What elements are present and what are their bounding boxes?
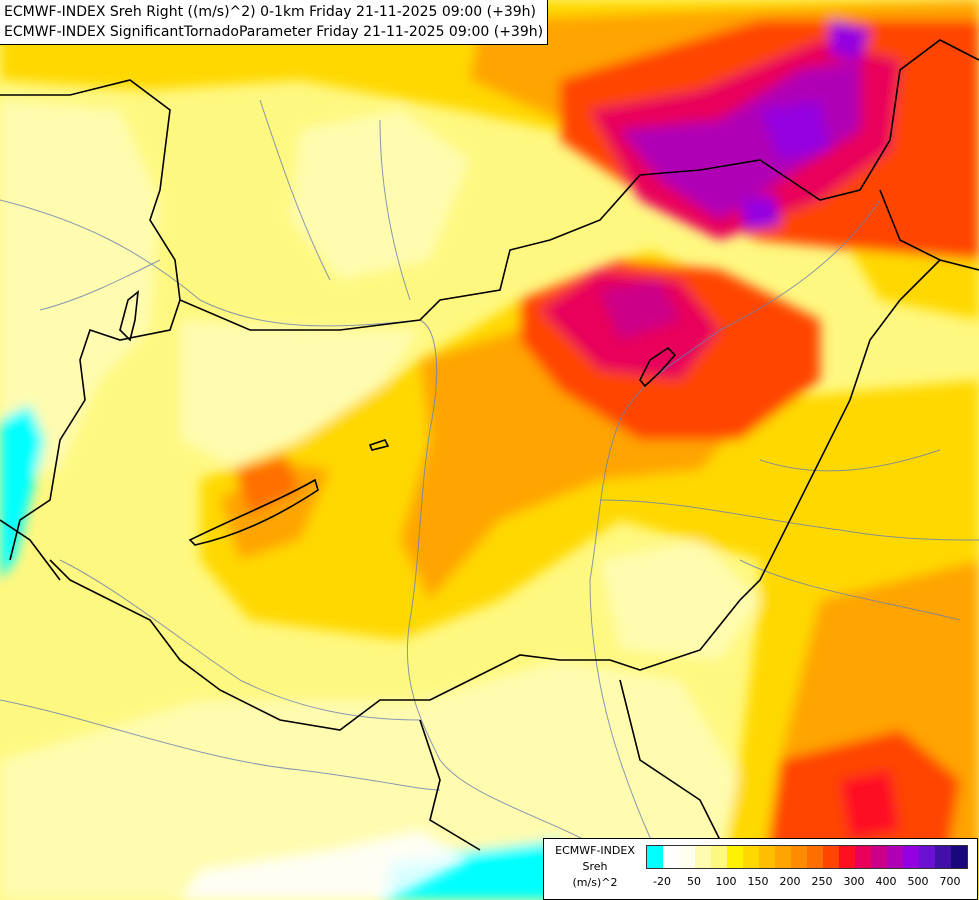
legend-swatch-17 — [919, 846, 935, 868]
river-sava — [0, 699, 441, 791]
river-east-2 — [739, 559, 961, 621]
field-cyan-south — [380, 840, 560, 900]
header-line-stp: ECMWF-INDEX SignificantTornadoParameter … — [4, 24, 544, 40]
legend-swatch-10 — [807, 846, 823, 868]
river-tisza — [589, 199, 881, 900]
legend-tick-label: 200 — [779, 875, 801, 888]
legend-swatch-7 — [759, 846, 775, 868]
legend-tick-label: 300 — [843, 875, 865, 888]
border-west — [9, 299, 181, 561]
border-lake-balaton — [188, 478, 319, 546]
field-purple-central — [600, 280, 680, 340]
border-northeast — [879, 189, 979, 271]
legend-tick-label: 500 — [907, 875, 929, 888]
river-drava — [59, 559, 421, 721]
legend-swatch-2 — [679, 846, 695, 868]
legend-tick-label: 100 — [715, 875, 737, 888]
field-red-west — [235, 455, 300, 515]
border-south-2 — [419, 719, 481, 851]
legend-title: ECMWF-INDEX Sreh (m/s)^2 — [546, 843, 644, 891]
legend-tick-label: 400 — [875, 875, 897, 888]
border-neusiedl — [119, 290, 140, 342]
border-south — [49, 559, 610, 731]
border-north — [0, 39, 979, 331]
legend-title-model: ECMWF-INDEX — [555, 844, 635, 857]
field-pale-southeast — [600, 540, 760, 660]
legend-tick-label: 700 — [939, 875, 961, 888]
field-cyan-west — [0, 405, 45, 580]
border-west-2 — [0, 519, 61, 581]
field-violet-core-3 — [740, 195, 780, 230]
legend-swatch-4 — [711, 846, 727, 868]
legend-title-unit: (m/s)^2 — [572, 876, 618, 889]
legend-swatch-16 — [903, 846, 919, 868]
border-lake-small — [368, 439, 390, 451]
field-purple-north — [620, 60, 860, 220]
legend-swatch-1 — [663, 846, 679, 868]
legend-swatches — [646, 845, 968, 869]
map-header: ECMWF-INDEX Sreh Right ((m/s)^2) 0-1km F… — [0, 0, 549, 45]
legend-swatch-9 — [791, 846, 807, 868]
legend-swatch-14 — [871, 846, 887, 868]
legend-tick-label: -20 — [653, 875, 671, 888]
field-magenta-southeast — [840, 770, 900, 840]
legend-swatch-8 — [775, 846, 791, 868]
legend-swatch-18 — [935, 846, 951, 868]
legend-swatch-13 — [855, 846, 871, 868]
field-pale-center — [180, 320, 420, 470]
legend-tick-label: 250 — [811, 875, 833, 888]
river-east — [759, 449, 941, 472]
legend-title-param: Sreh — [582, 860, 608, 873]
legend-swatch-0 — [647, 846, 663, 868]
river-west — [39, 259, 161, 311]
rivers — [0, 99, 979, 900]
field-pale-north — [290, 110, 470, 280]
river-north-2 — [379, 119, 411, 301]
border-east — [609, 259, 941, 671]
legend-swatch-12 — [839, 846, 855, 868]
legend-swatch-5 — [727, 846, 743, 868]
legend-tick-label: 150 — [747, 875, 769, 888]
border-reservoir — [639, 346, 677, 388]
field-pale-west — [0, 100, 160, 480]
legend-tick-labels: -20 50 100 150 200 250 300 400 500 700 — [646, 875, 976, 891]
color-legend: ECMWF-INDEX Sreh (m/s)^2 -20 50 100 150 200 2… — [543, 838, 978, 900]
field-violet-core — [760, 100, 830, 160]
legend-swatch-19 — [951, 846, 967, 868]
legend-swatch-11 — [823, 846, 839, 868]
legend-tick-label: 50 — [687, 875, 701, 888]
field-violet-core-2 — [830, 20, 870, 60]
field-white-south — [180, 830, 470, 900]
legend-swatch-3 — [695, 846, 711, 868]
river-mures — [599, 499, 979, 541]
legend-swatch-15 — [887, 846, 903, 868]
river-north — [259, 99, 331, 281]
legend-swatch-6 — [743, 846, 759, 868]
header-line-sreh: ECMWF-INDEX Sreh Right ((m/s)^2) 0-1km F… — [4, 4, 536, 20]
river-danube — [0, 199, 681, 900]
